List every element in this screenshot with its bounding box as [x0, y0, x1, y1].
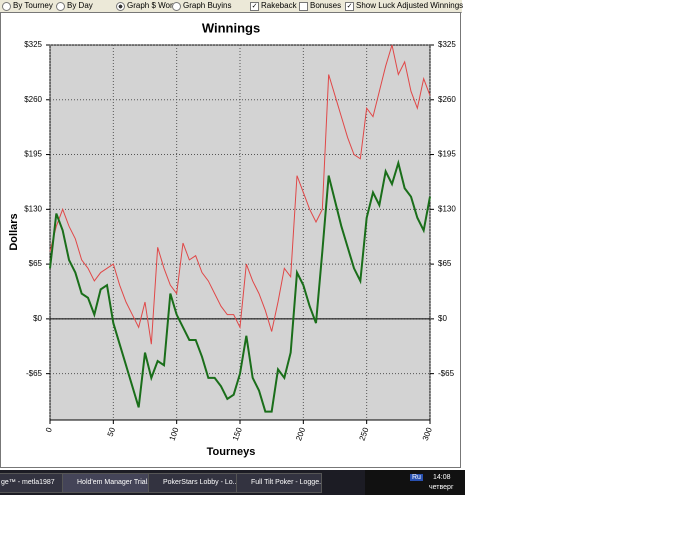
clock: 14:08: [433, 474, 451, 481]
series-line: [49, 44, 431, 345]
radio[interactable]: [172, 2, 181, 11]
taskbar: ge™ - metla1987 Hold'em Manager Trial...…: [0, 470, 465, 495]
checkbox[interactable]: ✓: [250, 2, 259, 11]
option-label[interactable]: Graph Buyins: [183, 1, 232, 10]
option-label[interactable]: Bonuses: [310, 1, 342, 10]
x-tick-label: 300: [421, 426, 434, 442]
option-label[interactable]: Rakeback: [261, 1, 297, 10]
radio[interactable]: [2, 2, 11, 11]
y-tick-label: $195: [24, 150, 42, 159]
y-tick-label-right: -$65: [438, 369, 455, 378]
x-tick-label: 50: [106, 426, 118, 438]
tray: Ru 14:08 четверг: [365, 470, 465, 495]
series-line: [49, 159, 431, 413]
y-tick-label: $130: [24, 204, 42, 213]
x-tick-label: 150: [231, 426, 244, 442]
y-tick-label: $260: [24, 95, 42, 104]
radio[interactable]: [116, 2, 125, 11]
y-axis-label: Dollars: [8, 213, 20, 250]
task-button[interactable]: Full Tilt Poker - Logge...: [236, 473, 322, 493]
x-tick-label: 0: [44, 426, 54, 434]
y-tick-label: $65: [29, 259, 43, 268]
y-tick-label: -$65: [26, 369, 43, 378]
option-label[interactable]: By Tourney: [13, 1, 53, 10]
checkbox[interactable]: ✓: [345, 2, 354, 11]
y-tick-label-right: $130: [438, 204, 456, 213]
radio[interactable]: [56, 2, 65, 11]
weekday: четверг: [429, 484, 454, 491]
checkbox[interactable]: [299, 2, 308, 11]
option-label[interactable]: By Day: [67, 1, 93, 10]
chart: Winnings Tourneys Dollars -$65 -$65 $0 $0 $6…: [8, 20, 456, 458]
chart-title: Winnings: [202, 20, 260, 35]
x-tick-label: 100: [168, 426, 181, 442]
x-tick-label: 200: [294, 426, 307, 442]
language[interactable]: Ru: [410, 474, 423, 481]
y-tick-label-right: $65: [438, 259, 452, 268]
y-tick-label: $0: [33, 314, 42, 323]
x-tick-label: 250: [358, 426, 371, 442]
toolbar: By Tourney By Day Graph $ Won Graph Buyi…: [0, 0, 464, 13]
task-button[interactable]: PokerStars Lobby - Lo...: [148, 473, 239, 493]
y-tick-label-right: $0: [438, 314, 447, 323]
y-tick-label-right: $260: [438, 95, 456, 104]
task-button[interactable]: Hold'em Manager Trial...: [62, 473, 153, 493]
y-tick-label: $325: [24, 40, 42, 49]
y-tick-label-right: $195: [438, 150, 456, 159]
option-label[interactable]: Graph $ Won: [127, 1, 175, 10]
x-axis-label: Tourneys: [207, 446, 256, 458]
option-label[interactable]: Show Luck Adjusted Winnings: [356, 1, 464, 10]
y-tick-label-right: $325: [438, 40, 456, 49]
